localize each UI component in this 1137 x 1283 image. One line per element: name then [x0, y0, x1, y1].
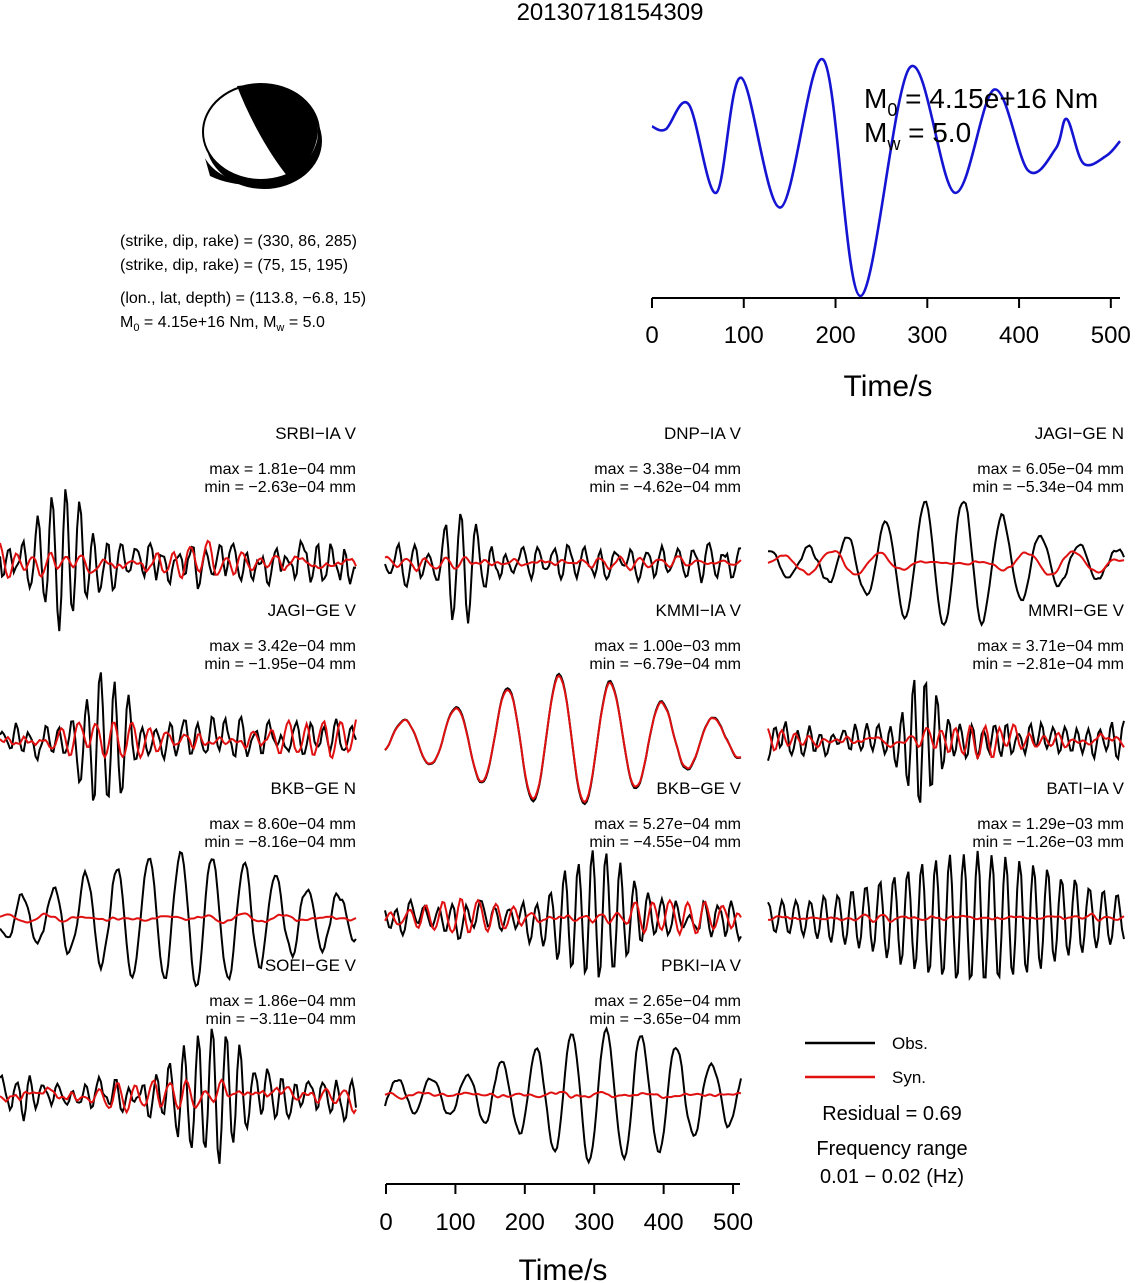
syn-trace: [0, 539, 357, 580]
obs-trace: [767, 679, 1125, 803]
station-label: PBKI−IA V: [661, 956, 742, 975]
station-min: min = −3.11e−04 mm: [206, 1011, 356, 1028]
station-label: MMRI−GE V: [1028, 601, 1125, 620]
stf-tick-label-100: 100: [724, 322, 764, 349]
station-max: max = 6.05e−04 mm: [977, 461, 1124, 478]
obs-trace: [384, 1026, 742, 1165]
station-label: SRBI−IA V: [275, 424, 356, 443]
plane2-text: (strike, dip, rake) = (75, 15, 195): [120, 257, 348, 274]
wave-tick-label-0: 0: [379, 1209, 392, 1236]
stf-plot: 0 100 200 300 400 500 Time/s M0 = 4.15e+16 Nm…: [645, 58, 1131, 403]
figure-title: 20130718154309: [517, 0, 704, 26]
stf-x-axis-label: Time/s: [844, 370, 933, 403]
legend-syn-label: Syn.: [892, 1068, 926, 1087]
obs-trace: [768, 500, 1125, 627]
frequency-value: 0.01 − 0.02 (Hz): [820, 1166, 964, 1188]
station-label: BKB−GE V: [656, 779, 741, 798]
station-label: BKB−GE N: [270, 779, 356, 798]
obs-trace: [0, 1028, 357, 1164]
stf-m0-annotation: M0 = 4.15e+16 Nm: [864, 83, 1098, 120]
syn-trace: [767, 549, 1125, 576]
station-min: min = −5.34e−04 mm: [972, 479, 1124, 496]
stf-mw-annotation: Mw = 5.0: [864, 117, 971, 154]
stf-series-line: [651, 58, 1121, 298]
stf-tick-label-0: 0: [645, 322, 658, 349]
station-label: BATI−IA V: [1046, 779, 1124, 798]
station-label: DNP−IA V: [664, 424, 742, 443]
obs-trace: [767, 850, 1125, 981]
station-max: max = 1.81e−04 mm: [209, 461, 356, 478]
station-min: min = −1.26e−03 mm: [972, 834, 1124, 851]
legend-obs-label: Obs.: [892, 1034, 928, 1053]
station-min: min = −2.81e−04 mm: [972, 656, 1124, 673]
station-max: max = 1.00e−03 mm: [594, 638, 741, 655]
waveform-x-axis: 0 100 200 300 400 500 Time/s: [379, 1183, 753, 1283]
station-max: max = 8.60e−04 mm: [209, 816, 356, 833]
obs-trace: [0, 489, 357, 632]
syn-trace: [384, 555, 742, 573]
obs-trace: [384, 513, 742, 624]
beachball: [202, 83, 322, 189]
syn-trace: [0, 718, 357, 760]
obs-trace: [0, 672, 357, 801]
beachball-compression-quadrant: [237, 84, 318, 177]
station-label: JAGI−GE N: [1035, 424, 1124, 443]
syn-trace: [384, 1090, 742, 1100]
syn-trace: [384, 897, 742, 938]
residual-text: Residual = 0.69: [822, 1103, 962, 1125]
wave-tick-label-200: 200: [505, 1209, 545, 1236]
legend: Obs. Syn. Residual = 0.69 Frequency rang…: [805, 1034, 968, 1188]
stf-tick-label-300: 300: [907, 322, 947, 349]
station-min: min = −6.79e−04 mm: [589, 656, 741, 673]
station-min: min = −8.16e−04 mm: [204, 834, 356, 851]
wave-tick-label-400: 400: [644, 1209, 684, 1236]
syn-trace: [384, 674, 742, 804]
stf-tick-label-400: 400: [999, 322, 1039, 349]
location-text: (lon., lat, depth) = (113.8, −6.8, 15): [120, 290, 366, 307]
syn-trace: [0, 912, 357, 925]
station-label: JAGI−GE V: [268, 601, 357, 620]
moment-text: M0 = 4.15e+16 Nm, Mw = 5.0: [120, 314, 325, 334]
wave-tick-label-300: 300: [574, 1209, 614, 1236]
station-min: min = −4.55e−04 mm: [589, 834, 741, 851]
station-min: min = −1.95e−04 mm: [204, 656, 356, 673]
station-max: max = 3.38e−04 mm: [594, 461, 741, 478]
station-max: max = 3.42e−04 mm: [209, 638, 356, 655]
station-label: KMMI−IA V: [656, 601, 742, 620]
syn-trace: [767, 912, 1125, 924]
stf-tick-label-200: 200: [816, 322, 856, 349]
station-max: max = 2.65e−04 mm: [594, 993, 741, 1010]
obs-trace: [0, 850, 357, 988]
wave-tick-label-100: 100: [435, 1209, 475, 1236]
station-min: min = −3.65e−04 mm: [589, 1011, 741, 1028]
wave-tick-label-500: 500: [713, 1209, 753, 1236]
syn-trace: [0, 1078, 357, 1115]
plane1-text: (strike, dip, rake) = (330, 86, 285): [120, 233, 357, 250]
station-label: SOEI−GE V: [265, 956, 357, 975]
syn-trace: [767, 723, 1125, 761]
station-min: min = −4.62e−04 mm: [589, 479, 741, 496]
frequency-label: Frequency range: [816, 1138, 967, 1160]
station-max: max = 3.71e−04 mm: [977, 638, 1124, 655]
station-max: max = 5.27e−04 mm: [594, 816, 741, 833]
station-min: min = −2.63e−04 mm: [204, 479, 356, 496]
station-max: max = 1.86e−04 mm: [209, 993, 356, 1010]
waveform-x-axis-label: Time/s: [519, 1254, 608, 1283]
station-max: max = 1.29e−03 mm: [977, 816, 1124, 833]
stf-tick-label-500: 500: [1091, 322, 1131, 349]
